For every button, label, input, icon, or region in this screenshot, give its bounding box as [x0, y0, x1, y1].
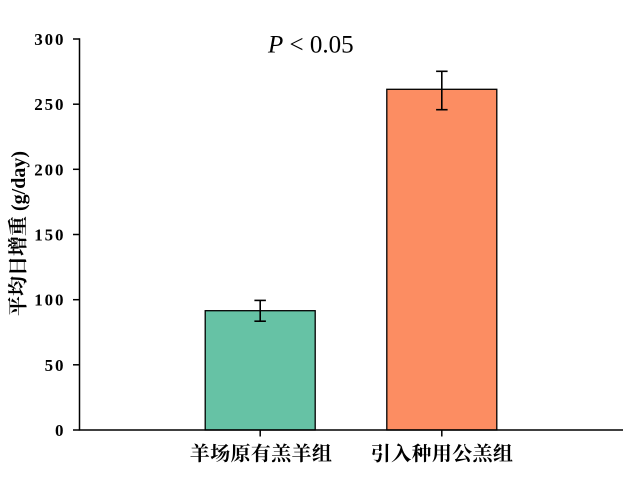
- svg-text:(g/day): (g/day): [8, 151, 30, 211]
- svg-text:50: 50: [45, 356, 66, 375]
- svg-text:150: 150: [34, 226, 65, 245]
- svg-text:0: 0: [55, 421, 65, 440]
- svg-text:250: 250: [34, 95, 65, 114]
- svg-text:200: 200: [34, 160, 65, 179]
- svg-text:300: 300: [34, 30, 65, 49]
- svg-text:100: 100: [34, 291, 65, 310]
- svg-text:P < 0.05: P < 0.05: [267, 32, 354, 59]
